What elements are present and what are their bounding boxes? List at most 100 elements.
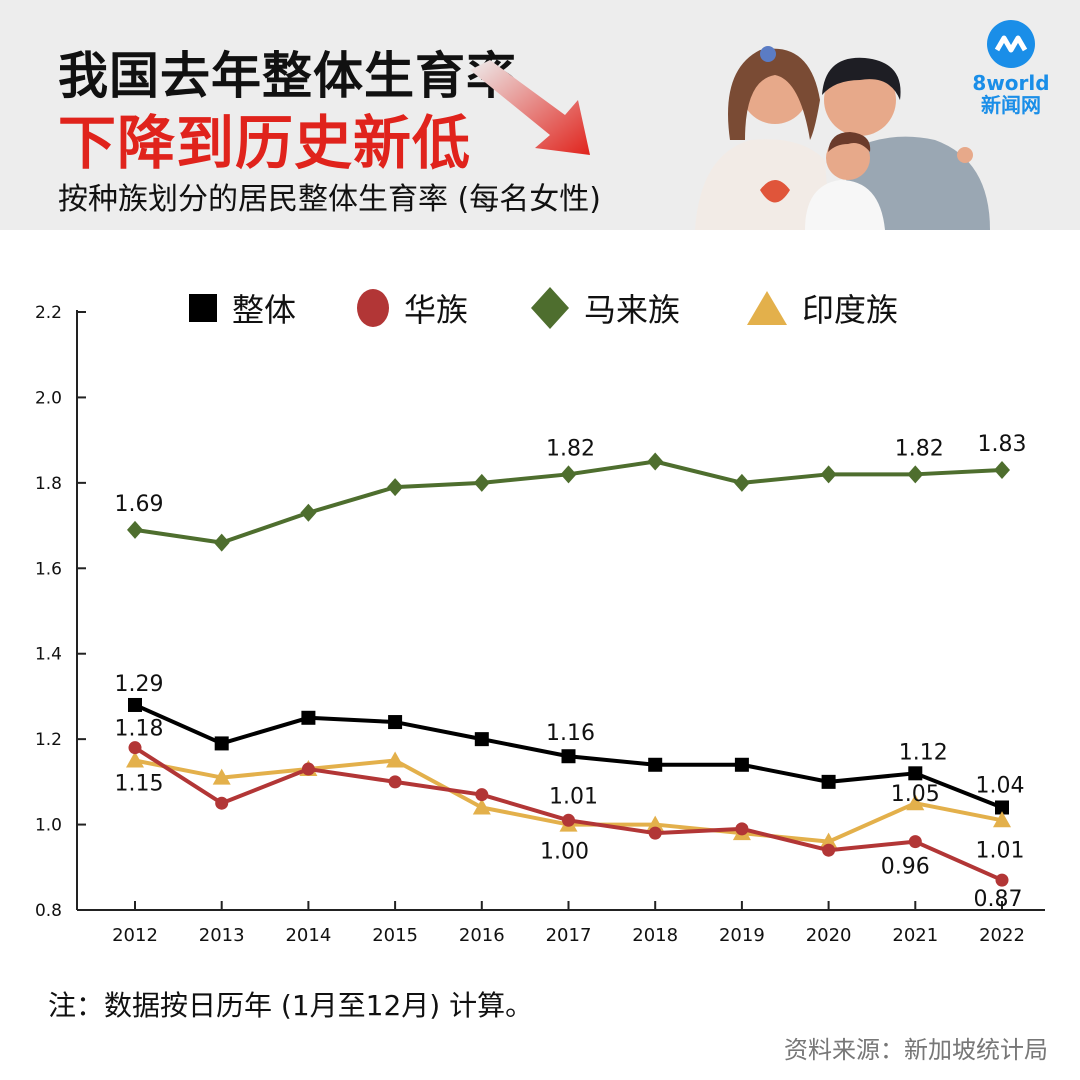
- data-label: 1.04: [976, 773, 1025, 798]
- data-point-circle: [735, 822, 749, 836]
- data-point-square: [821, 774, 836, 789]
- data-point-square: [301, 710, 316, 725]
- logo-mark-icon: [987, 20, 1035, 68]
- data-label: 1.69: [115, 492, 164, 517]
- data-point-circle: [301, 762, 315, 776]
- source-credit: 资料来源：新加坡统计局: [784, 1036, 1048, 1064]
- data-point-square: [388, 715, 403, 730]
- data-point-square: [474, 732, 489, 747]
- data-point-triangle: [212, 768, 231, 785]
- data-point-circle: [215, 796, 229, 810]
- data-label: 1.18: [115, 717, 164, 742]
- data-point-diamond: [820, 465, 837, 484]
- data-label: 1.82: [895, 436, 944, 461]
- data-label: 0.87: [974, 887, 1023, 912]
- data-point-triangle: [472, 798, 491, 815]
- data-point-circle: [995, 873, 1009, 887]
- legend-label: 印度族: [802, 291, 899, 329]
- family-illustration-icon: [695, 46, 990, 230]
- circle-marker-icon: [357, 289, 389, 327]
- x-tick-label: 2014: [285, 925, 331, 946]
- line-chart: 0.8 1.0 1.2 1.4 1.6 1.8 2.0 2.2 2012 2013 2014 2015…: [35, 303, 1045, 946]
- y-tick-label: 1.4: [35, 645, 62, 665]
- data-point-square: [561, 749, 576, 764]
- data-label: 1.00: [540, 840, 589, 865]
- data-point-triangle: [993, 811, 1011, 828]
- logo-cn: 新闻网: [981, 93, 1041, 117]
- chart-subtitle: 按种族划分的居民整体生育率 (每名女性): [58, 182, 601, 217]
- diamond-marker-icon: [531, 287, 569, 329]
- chart-legend: 整体 华族 马来族 印度族: [0, 285, 1080, 335]
- y-tick-label: 0.8: [35, 901, 62, 921]
- data-label: 1.16: [546, 721, 595, 746]
- brand-logo: 8world 新闻网: [965, 20, 1057, 116]
- header-banner: 我国去年整体生育率 下降到历史新低 按种族划分的居民整体生育率 (每名女性): [0, 0, 1080, 230]
- y-tick-label: 2.2: [35, 303, 62, 323]
- data-point-diamond: [994, 461, 1010, 480]
- legend-label: 马来族: [584, 291, 681, 329]
- y-tick-label: 1.8: [35, 474, 62, 494]
- data-point-square: [734, 757, 749, 772]
- legend-item-malay: 马来族: [530, 285, 680, 331]
- legend-item-indian: 印度族: [746, 285, 898, 331]
- data-point-square: [128, 697, 142, 712]
- data-point-triangle: [819, 832, 838, 849]
- data-point-circle: [648, 826, 662, 840]
- data-point-triangle: [386, 751, 405, 768]
- y-tick-label: 1.6: [35, 559, 62, 579]
- legend-label: 华族: [404, 291, 469, 329]
- data-point-triangle: [906, 794, 925, 811]
- x-tick-label: 2012: [112, 925, 158, 946]
- y-tick-label: 1.0: [35, 816, 62, 836]
- data-label: 1.05: [891, 782, 940, 807]
- data-point-diamond: [387, 478, 404, 497]
- data-point-square: [214, 736, 229, 751]
- x-tick-label: 2017: [546, 925, 592, 946]
- legend-label: 整体: [232, 291, 297, 329]
- data-point-diamond: [907, 465, 924, 484]
- triangle-marker-icon: [747, 291, 787, 325]
- data-point-square: [648, 757, 663, 772]
- data-point-circle: [908, 835, 922, 849]
- x-tick-label: 2019: [719, 925, 765, 946]
- data-label: 1.82: [546, 436, 595, 461]
- data-label: 1.83: [978, 432, 1027, 457]
- data-label: 1.15: [115, 772, 164, 797]
- title-line-2: 下降到历史新低: [58, 109, 472, 177]
- data-label: 1.29: [115, 672, 164, 697]
- data-label: 1.01: [976, 838, 1025, 863]
- data-point-diamond: [560, 465, 577, 484]
- legend-item-overall: 整体: [188, 285, 296, 331]
- data-point-circle: [562, 813, 575, 827]
- data-point-triangle: [646, 815, 665, 832]
- y-tick-label: 1.2: [35, 730, 62, 750]
- footnote: 注：数据按日历年 (1月至12月) 计算。: [48, 989, 534, 1022]
- x-tick-label: 2015: [372, 925, 418, 946]
- x-tick-label: 2016: [459, 925, 505, 946]
- x-tick-label: 2022: [979, 925, 1025, 946]
- square-marker-icon: [189, 294, 217, 322]
- legend-item-chinese: 华族: [356, 285, 468, 331]
- data-label: 1.12: [899, 740, 948, 765]
- data-point-circle: [475, 788, 489, 802]
- down-arrow-icon: [470, 60, 590, 155]
- data-point-diamond: [213, 533, 230, 552]
- data-point-square: [908, 766, 923, 781]
- logo-name: 8world: [972, 71, 1050, 95]
- x-tick-label: 2020: [806, 925, 852, 946]
- data-label: 0.96: [881, 855, 930, 880]
- x-tick-label: 2018: [632, 925, 678, 946]
- data-point-circle: [388, 775, 402, 789]
- data-point-square: [995, 800, 1009, 815]
- y-tick-label: 2.0: [35, 388, 62, 408]
- x-tick-label: 2021: [892, 925, 938, 946]
- data-point-diamond: [473, 473, 490, 492]
- data-point-triangle: [126, 751, 144, 768]
- x-tick-label: 2013: [199, 925, 245, 946]
- data-point-diamond: [300, 503, 317, 522]
- data-label: 1.01: [549, 784, 598, 809]
- title-line-1: 我国去年整体生育率: [58, 47, 517, 105]
- data-point-diamond: [647, 452, 664, 471]
- data-point-circle: [128, 741, 142, 755]
- data-point-circle: [822, 843, 836, 857]
